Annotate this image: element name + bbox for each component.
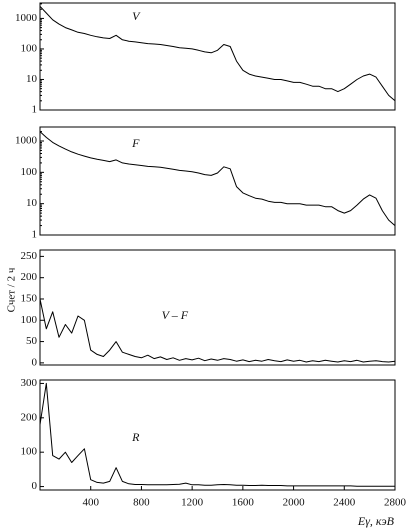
y-tick-label: 200 bbox=[21, 271, 38, 283]
y-tick-label: 50 bbox=[26, 335, 38, 347]
y-tick-label: 0 bbox=[32, 480, 38, 492]
y-tick-label: 300 bbox=[21, 377, 38, 389]
plot-frame bbox=[39, 379, 396, 491]
x-tick-label: 400 bbox=[82, 497, 99, 509]
y-tick-label: 1 bbox=[32, 104, 38, 116]
y-tick-label: 100 bbox=[21, 314, 38, 326]
x-axis-label: Eγ, кэВ bbox=[357, 514, 395, 528]
spectrum-line bbox=[39, 298, 396, 363]
y-tick-label: 150 bbox=[21, 293, 38, 305]
y-axis-label: Счет / 2 ч bbox=[6, 267, 18, 312]
y-tick-label: 0 bbox=[32, 356, 38, 368]
panel-label: V bbox=[132, 9, 141, 23]
y-tick-label: 10 bbox=[26, 73, 38, 85]
y-tick-label: 10 bbox=[26, 197, 38, 209]
x-tick-label: 800 bbox=[133, 497, 150, 509]
spectrum-line bbox=[39, 5, 396, 102]
plot-frame bbox=[39, 249, 396, 366]
spectrum-line bbox=[39, 131, 396, 226]
y-tick-label: 200 bbox=[21, 411, 38, 423]
y-tick-label: 250 bbox=[21, 250, 38, 262]
y-tick-label: 1000 bbox=[15, 135, 38, 147]
x-tick-label: 2000 bbox=[283, 497, 306, 509]
y-tick-label: 1 bbox=[32, 229, 38, 241]
y-tick-label: 1000 bbox=[15, 12, 38, 24]
panel-label: F bbox=[131, 136, 140, 150]
x-tick-label: 1200 bbox=[181, 497, 204, 509]
x-tick-label: 2400 bbox=[333, 497, 356, 509]
plot-frame bbox=[39, 126, 396, 236]
panel-label: R bbox=[131, 430, 140, 444]
spectrum-line bbox=[39, 382, 395, 487]
y-tick-label: 100 bbox=[21, 446, 38, 458]
panel-label: V – F bbox=[162, 308, 189, 322]
y-tick-label: 100 bbox=[21, 166, 38, 178]
x-tick-label: 2800 bbox=[384, 497, 406, 509]
plot-frame bbox=[39, 2, 396, 111]
x-tick-label: 1600 bbox=[232, 497, 255, 509]
y-tick-label: 100 bbox=[21, 42, 38, 54]
